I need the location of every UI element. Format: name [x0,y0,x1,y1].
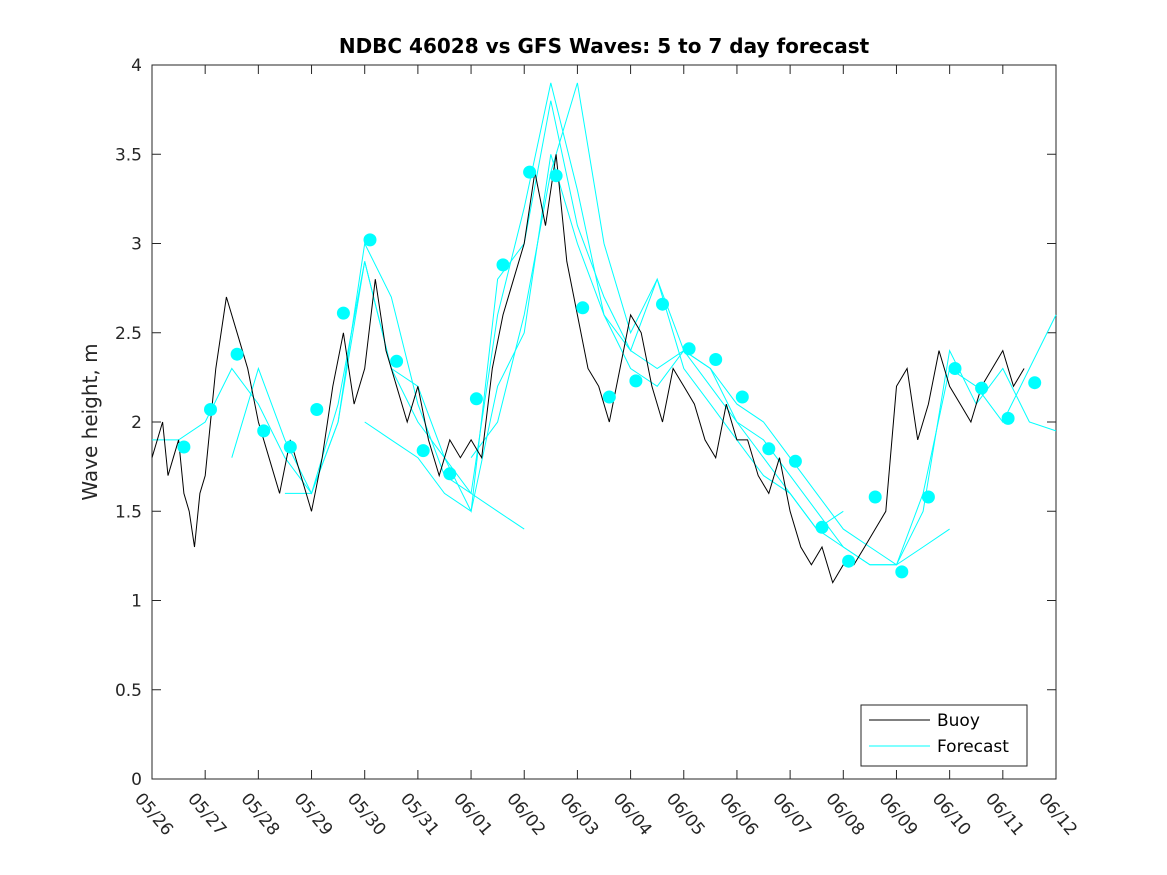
forecast-point [682,342,696,356]
forecast-point [842,554,856,568]
chart-title: NDBC 46028 vs GFS Waves: 5 to 7 day fore… [339,34,870,58]
forecast-point [363,233,377,247]
forecast-point [336,306,350,320]
forecast-point [895,565,909,579]
y-tick-label: 4 [131,56,142,76]
forecast-point [257,424,271,438]
y-tick-label: 0.5 [115,681,142,701]
forecast-point [523,165,537,179]
legend-forecast-label: Forecast [937,737,1009,757]
forecast-point [1001,411,1015,425]
forecast-point [1028,376,1042,390]
y-tick-label: 1.5 [115,502,142,522]
forecast-line [364,154,1057,566]
forecast-line [284,100,950,566]
forecast-point [416,444,430,458]
y-tick-label: 0 [131,770,142,790]
legend: Buoy Forecast [860,704,1028,767]
forecast-point [177,440,191,454]
forecast-point [390,354,404,368]
forecast-point [656,297,669,311]
forecast-point [496,258,510,272]
forecast-point [762,442,776,456]
forecast-point [283,440,297,454]
y-axis-label: Wave height, m [78,343,102,500]
forecast-point [443,467,457,481]
forecast-point [735,390,749,404]
y-axis: 0 0.5 1 1.5 2 2.5 3 3.5 4 [115,56,1056,790]
y-tick-label: 2 [131,413,142,433]
forecast-point [230,347,244,361]
forecast-point [469,392,483,406]
forecast-point [310,403,324,416]
forecast-point [709,353,723,366]
forecast-point [921,490,935,504]
forecast-point [629,374,643,388]
forecast-point [948,362,962,375]
forecast-point [576,301,590,315]
forecast-point [815,520,829,534]
legend-box [860,704,1028,767]
forecast-point [788,454,802,468]
forecast-point [975,381,989,395]
series-points [177,165,1042,579]
forecast-point [549,169,563,183]
forecast-line [231,82,844,530]
y-tick-label: 3.5 [115,145,142,165]
y-tick-label: 3 [131,235,142,255]
forecast-point [204,403,217,416]
y-tick-label: 2.5 [115,324,142,344]
legend-buoy-label: Buoy [937,711,980,731]
forecast-point [868,490,882,504]
y-tick-label: 1 [131,592,142,612]
buoy-line [151,154,1025,584]
plot-area [151,64,1057,780]
forecast-point [602,390,616,404]
